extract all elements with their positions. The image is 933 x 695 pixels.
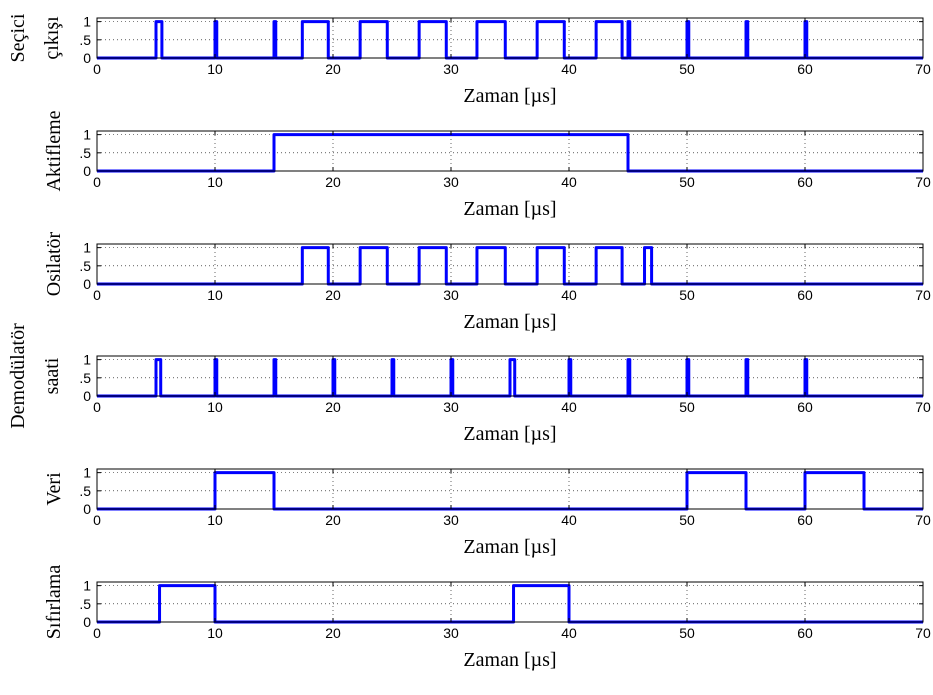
x-tick-label: 20 xyxy=(325,61,341,77)
signal-trace xyxy=(97,471,923,511)
y-tick-label: 1 xyxy=(83,14,91,30)
y-axis-label: Osilatör xyxy=(43,231,65,296)
y-tick-label: 1 xyxy=(83,578,91,594)
x-tick-label: 0 xyxy=(93,287,101,303)
x-tick-label: 10 xyxy=(207,61,223,77)
y-tick-label: 0 xyxy=(83,614,91,630)
x-tick-label: 20 xyxy=(325,174,341,190)
y-axis-label: Sıfırlama xyxy=(43,565,65,640)
y-tick-label: 0 xyxy=(83,501,91,517)
x-tick-label: 40 xyxy=(561,625,577,641)
x-tick-label: 50 xyxy=(679,287,695,303)
y-tick-label: 1 xyxy=(83,127,91,143)
x-tick-label: 30 xyxy=(443,174,459,190)
x-tick-label: 40 xyxy=(561,174,577,190)
x-tick-label: 70 xyxy=(915,399,931,415)
x-tick-label: 60 xyxy=(797,287,813,303)
x-tick-label: 0 xyxy=(93,512,101,528)
x-tick-label: 50 xyxy=(679,61,695,77)
x-tick-label: 60 xyxy=(797,399,813,415)
x-tick-label: 30 xyxy=(443,512,459,528)
x-tick-label: 60 xyxy=(797,174,813,190)
x-tick-label: 0 xyxy=(93,61,101,77)
x-tick-label: 20 xyxy=(325,625,341,641)
x-tick-label: 0 xyxy=(93,399,101,415)
x-axis-label: Zaman [µs] xyxy=(463,536,556,558)
y-tick-label: 0 xyxy=(83,388,91,404)
x-tick-label: 60 xyxy=(797,625,813,641)
x-axis-label: Zaman [µs] xyxy=(463,198,556,220)
x-tick-label: 60 xyxy=(797,512,813,528)
x-tick-label: 10 xyxy=(207,512,223,528)
x-tick-label: 20 xyxy=(325,399,341,415)
y-tick-label: .5 xyxy=(79,258,91,274)
x-tick-label: 0 xyxy=(93,625,101,641)
y-axis-label: Demodülatör xyxy=(7,323,29,429)
x-tick-label: 40 xyxy=(561,512,577,528)
x-tick-label: 70 xyxy=(915,512,931,528)
x-tick-label: 10 xyxy=(207,625,223,641)
x-tick-label: 20 xyxy=(325,512,341,528)
y-axis-label: Seçici xyxy=(7,13,29,62)
x-tick-label: 30 xyxy=(443,61,459,77)
y-tick-label: 1 xyxy=(83,240,91,256)
x-tick-label: 10 xyxy=(207,399,223,415)
x-tick-label: 50 xyxy=(679,512,695,528)
x-axis-label: Zaman [µs] xyxy=(463,649,556,671)
x-tick-label: 40 xyxy=(561,399,577,415)
x-tick-label: 30 xyxy=(443,625,459,641)
y-tick-label: .5 xyxy=(79,596,91,612)
x-tick-label: 40 xyxy=(561,287,577,303)
x-tick-label: 0 xyxy=(93,174,101,190)
x-axis-label: Zaman [µs] xyxy=(463,85,556,107)
axes-frame xyxy=(96,17,924,59)
x-tick-label: 50 xyxy=(679,399,695,415)
x-axis-label: Zaman [µs] xyxy=(463,311,556,333)
x-tick-label: 30 xyxy=(443,399,459,415)
x-tick-label: 10 xyxy=(207,287,223,303)
axes-frame xyxy=(96,355,924,397)
x-tick-label: 10 xyxy=(207,174,223,190)
y-axis-label: Veri xyxy=(43,472,65,506)
x-tick-label: 50 xyxy=(679,174,695,190)
x-tick-label: 70 xyxy=(915,287,931,303)
y-tick-label: .5 xyxy=(79,370,91,386)
x-tick-label: 70 xyxy=(915,625,931,641)
y-axis-label: saati xyxy=(41,357,63,394)
x-tick-label: 20 xyxy=(325,287,341,303)
y-tick-label: 0 xyxy=(83,163,91,179)
y-axis-label: çıkışı xyxy=(41,16,63,60)
x-tick-label: 70 xyxy=(915,61,931,77)
x-tick-label: 70 xyxy=(915,174,931,190)
y-tick-label: 1 xyxy=(83,352,91,368)
axes-frame xyxy=(96,130,924,172)
signal-trace xyxy=(97,358,923,398)
axes-frame xyxy=(96,468,924,510)
x-tick-label: 60 xyxy=(797,61,813,77)
y-tick-label: 0 xyxy=(83,276,91,292)
x-axis-label: Zaman [µs] xyxy=(463,423,556,445)
x-tick-label: 30 xyxy=(443,287,459,303)
x-tick-label: 40 xyxy=(561,61,577,77)
y-tick-label: 0 xyxy=(83,50,91,66)
axes-frame xyxy=(96,581,924,623)
y-axis-label: Aktifleme xyxy=(43,110,65,191)
y-tick-label: .5 xyxy=(79,145,91,161)
y-tick-label: .5 xyxy=(79,32,91,48)
axes-frame xyxy=(96,243,924,285)
y-tick-label: .5 xyxy=(79,483,91,499)
y-tick-label: 1 xyxy=(83,465,91,481)
x-tick-label: 50 xyxy=(679,625,695,641)
